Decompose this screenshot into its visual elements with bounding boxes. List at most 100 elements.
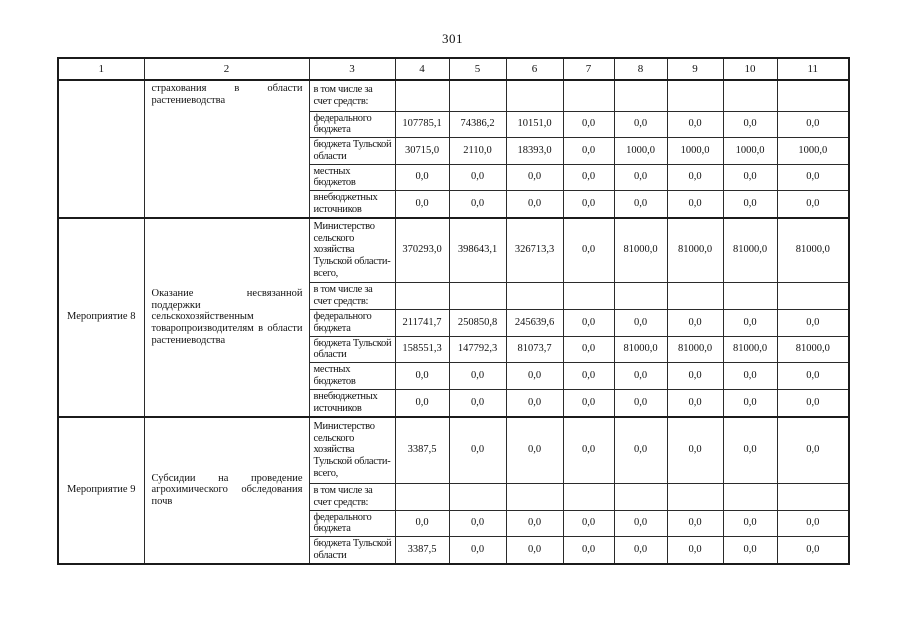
value-cell: 81000,0 bbox=[776, 216, 850, 283]
value-cell: 0,0 bbox=[666, 536, 724, 564]
row-label-cell: в том числе за счет средств: bbox=[308, 482, 396, 511]
value-cell: 0,0 bbox=[613, 416, 668, 484]
table-row: Мероприятие 9 Субсидии на проведение агро… bbox=[57, 416, 850, 564]
value-cell: 0,0 bbox=[562, 388, 615, 418]
value-cell: 0,0 bbox=[776, 416, 850, 484]
value-cell: 18393,0 bbox=[505, 137, 564, 165]
value-cell: 0,0 bbox=[722, 110, 778, 138]
row-label-cell: федерального бюджета bbox=[308, 509, 396, 537]
value-cell: 1000,0 bbox=[613, 137, 668, 165]
table-row: бюджета Тульской области 158551,3 147792,3… bbox=[58, 335, 850, 363]
row-label-cell: внебюджетных источников bbox=[308, 190, 396, 218]
description-cell: Субсидии на проведение агрохимического о… bbox=[143, 416, 310, 564]
value-cell: 0,0 bbox=[666, 190, 724, 218]
value-cell: 0,0 bbox=[448, 362, 507, 390]
column-number: 11 bbox=[776, 57, 850, 81]
table-row: местных бюджетов 0,0 0,0 0,0 0,0 0,0 0,0 0,0 0,0 bbox=[58, 362, 850, 390]
value-cell: 398643,1 bbox=[448, 216, 507, 283]
value-cell: 0,0 bbox=[505, 388, 564, 418]
row-label-cell: в том числе за счет средств: bbox=[308, 79, 396, 112]
row-label-cell: бюджета Тульской области bbox=[308, 335, 396, 363]
value-cell: 0,0 bbox=[394, 163, 450, 191]
value-cell bbox=[613, 282, 668, 310]
value-cell: 1000,0 bbox=[776, 137, 850, 165]
value-cell bbox=[776, 282, 850, 310]
value-cell: 0,0 bbox=[562, 509, 615, 537]
page-number: 301 bbox=[442, 31, 463, 46]
value-cell bbox=[666, 282, 724, 310]
value-cell: 370293,0 bbox=[394, 216, 450, 283]
value-cell: 0,0 bbox=[722, 536, 778, 564]
value-cell: 0,0 bbox=[613, 110, 668, 138]
value-cell: 0,0 bbox=[562, 536, 615, 564]
value-cell: 0,0 bbox=[448, 190, 507, 218]
column-number-row: 1 2 3 4 5 6 7 8 9 10 11 bbox=[57, 57, 850, 81]
row-label-cell: местных бюджетов bbox=[308, 163, 396, 191]
value-cell: 0,0 bbox=[666, 362, 724, 390]
column-number: 9 bbox=[666, 57, 724, 81]
value-cell: 0,0 bbox=[666, 308, 724, 337]
table-row: внебюджетных источников 0,0 0,0 0,0 0,0 0,0 0,… bbox=[58, 388, 850, 418]
value-cell: 0,0 bbox=[613, 308, 668, 337]
value-cell: 81000,0 bbox=[722, 216, 778, 283]
value-cell bbox=[562, 282, 615, 310]
value-cell: 250850,8 bbox=[448, 308, 507, 337]
value-cell bbox=[722, 482, 778, 511]
value-cell bbox=[722, 282, 778, 310]
value-cell bbox=[722, 79, 778, 112]
activity-label-cell: Мероприятие 9 bbox=[57, 416, 145, 564]
column-number: 4 bbox=[394, 57, 450, 81]
column-number: 3 bbox=[308, 57, 396, 81]
value-cell: 0,0 bbox=[448, 416, 507, 484]
value-cell: 0,0 bbox=[666, 163, 724, 191]
value-cell: 3387,5 bbox=[394, 536, 450, 564]
value-cell bbox=[776, 482, 850, 511]
value-cell: 211741,7 bbox=[394, 308, 450, 337]
row-label-cell: Министерство сельского хозяйства Тульско… bbox=[308, 416, 396, 484]
value-cell: 0,0 bbox=[448, 509, 507, 537]
value-cell: 81000,0 bbox=[613, 216, 668, 283]
value-cell: 0,0 bbox=[505, 362, 564, 390]
value-cell: 0,0 bbox=[448, 536, 507, 564]
value-cell: 1000,0 bbox=[722, 137, 778, 165]
value-cell: 0,0 bbox=[505, 536, 564, 564]
value-cell: 0,0 bbox=[776, 536, 850, 564]
value-cell: 0,0 bbox=[776, 308, 850, 337]
row-label-cell: бюджета Тульской области bbox=[308, 536, 396, 564]
value-cell bbox=[666, 482, 724, 511]
value-cell: 3387,5 bbox=[394, 416, 450, 484]
value-cell: 0,0 bbox=[562, 190, 615, 218]
table-row: Мероприятие 8 Оказание несвязанной поддер… bbox=[57, 216, 850, 418]
row-label-cell: федерального бюджета bbox=[308, 308, 396, 337]
activity-label-cell: Мероприятие 8 bbox=[57, 216, 145, 418]
value-cell: 2110,0 bbox=[448, 137, 507, 165]
value-cell: 0,0 bbox=[562, 110, 615, 138]
column-number: 5 bbox=[448, 57, 507, 81]
value-cell: 0,0 bbox=[562, 137, 615, 165]
value-cell: 0,0 bbox=[613, 163, 668, 191]
value-cell bbox=[666, 79, 724, 112]
value-cell: 0,0 bbox=[394, 509, 450, 537]
row-label-cell: внебюджетных источников bbox=[308, 388, 396, 418]
value-cell: 30715,0 bbox=[394, 137, 450, 165]
value-cell: 0,0 bbox=[722, 190, 778, 218]
value-cell: 81000,0 bbox=[666, 335, 724, 363]
value-cell: 0,0 bbox=[562, 362, 615, 390]
value-cell: 0,0 bbox=[448, 163, 507, 191]
value-cell bbox=[562, 79, 615, 112]
column-number: 8 bbox=[613, 57, 668, 81]
value-cell: 0,0 bbox=[562, 335, 615, 363]
value-cell: 0,0 bbox=[613, 536, 668, 564]
value-cell: 10151,0 bbox=[505, 110, 564, 138]
value-cell: 0,0 bbox=[613, 362, 668, 390]
value-cell: 81000,0 bbox=[776, 335, 850, 363]
table-row: бюджета Тульской области 3387,5 0,0 0,0 0,0 0… bbox=[58, 536, 850, 564]
row-label-cell: бюджета Тульской области bbox=[308, 137, 396, 165]
value-cell bbox=[448, 482, 507, 511]
value-cell: 81000,0 bbox=[613, 335, 668, 363]
value-cell: 0,0 bbox=[722, 416, 778, 484]
budget-table: 1 2 3 4 5 6 7 8 9 10 11 страхования в области расте… bbox=[57, 57, 850, 565]
value-cell: 81000,0 bbox=[722, 335, 778, 363]
table-row: федерального бюджета 107785,1 74386,2 10151… bbox=[58, 110, 850, 138]
value-cell: 81000,0 bbox=[666, 216, 724, 283]
